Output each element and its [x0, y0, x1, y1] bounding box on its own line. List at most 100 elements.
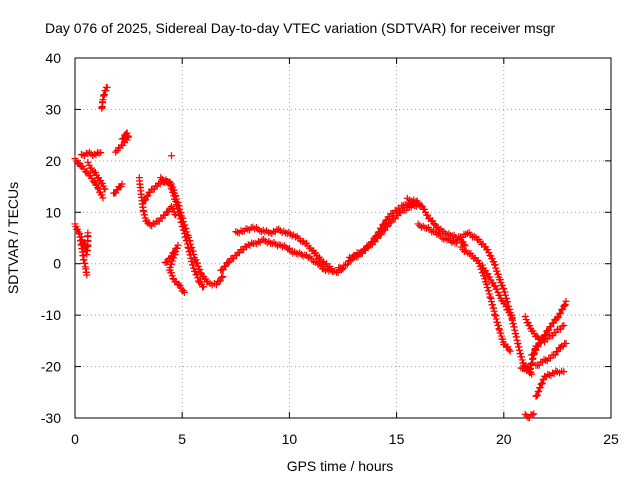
data-point	[557, 325, 565, 333]
data-point	[285, 246, 293, 254]
data-point	[494, 270, 502, 278]
data-point	[530, 350, 538, 358]
data-point	[460, 248, 468, 256]
data-point	[530, 410, 538, 418]
data-point	[549, 332, 557, 340]
data-point	[194, 262, 202, 270]
data-point	[175, 280, 183, 288]
data-point	[216, 277, 224, 285]
data-point	[443, 236, 451, 244]
data-point	[260, 235, 268, 243]
y-tick-label: -30	[41, 410, 61, 426]
data-point	[169, 254, 177, 262]
data-point	[493, 285, 501, 293]
data-point	[417, 201, 425, 209]
data-point	[219, 273, 227, 281]
data-point	[167, 260, 175, 268]
data-point	[213, 281, 221, 289]
data-point	[554, 347, 562, 355]
data-point	[83, 168, 91, 176]
y-tick-label: 30	[45, 101, 61, 117]
data-point	[463, 229, 471, 237]
data-point	[172, 244, 180, 252]
grid-lines	[75, 58, 611, 418]
data-point	[387, 219, 395, 227]
data-point	[170, 192, 178, 200]
data-points	[71, 83, 570, 422]
data-point	[224, 259, 232, 267]
data-point	[535, 361, 543, 369]
x-axis-label: GPS time / hours	[287, 458, 394, 474]
data-point	[423, 224, 431, 232]
data-point	[328, 267, 336, 275]
data-point	[251, 239, 259, 247]
data-point	[560, 368, 568, 376]
data-point	[505, 346, 513, 354]
data-point	[461, 242, 469, 250]
y-tick-label: 10	[45, 204, 61, 220]
data-point	[518, 353, 526, 361]
data-point	[534, 343, 542, 351]
y-tick-label: 40	[45, 50, 61, 66]
data-point	[191, 267, 199, 275]
data-point	[192, 256, 200, 264]
series-track-g	[110, 180, 126, 197]
data-point	[491, 261, 499, 269]
data-point	[405, 203, 413, 211]
data-point	[291, 233, 299, 241]
data-point	[196, 266, 204, 274]
data-point	[493, 267, 501, 275]
data-point	[296, 249, 304, 257]
series-track-l	[167, 152, 175, 160]
data-point	[499, 335, 507, 343]
series-track-r	[345, 201, 422, 263]
series-track-n	[217, 235, 293, 274]
data-point	[197, 269, 205, 277]
data-point	[497, 332, 505, 340]
data-point	[252, 224, 260, 232]
series-track-i	[135, 174, 180, 230]
data-point	[97, 149, 105, 157]
data-point	[168, 257, 176, 265]
series-track-aa	[532, 367, 568, 400]
data-point	[84, 158, 92, 166]
data-point	[232, 228, 240, 236]
data-point	[103, 83, 111, 91]
data-point	[124, 132, 132, 140]
data-point	[88, 164, 96, 172]
data-point	[562, 297, 570, 305]
data-point	[551, 351, 559, 359]
data-point	[453, 239, 461, 247]
data-point	[219, 266, 227, 274]
series-track-w	[478, 261, 516, 322]
series-track-p	[285, 246, 336, 275]
data-point	[200, 283, 208, 291]
data-point	[244, 241, 252, 249]
data-point	[429, 227, 437, 235]
data-point	[342, 261, 350, 269]
data-point	[266, 229, 274, 237]
data-point	[102, 87, 110, 95]
chart-title: Day 076 of 2025, Sidereal Day-to-day VTE…	[45, 20, 555, 36]
data-point	[113, 147, 121, 155]
data-point	[161, 211, 169, 219]
data-point	[526, 322, 534, 330]
series-track-c	[84, 158, 109, 193]
data-point	[561, 301, 569, 309]
data-point	[562, 339, 570, 347]
y-tick-label: 20	[45, 153, 61, 169]
y-tick-label: 0	[53, 256, 61, 272]
plot-frame	[74, 57, 612, 419]
data-point	[142, 196, 150, 204]
data-point	[84, 229, 92, 237]
x-tick-label: 10	[282, 431, 298, 447]
data-point	[299, 252, 307, 260]
data-point	[193, 259, 201, 267]
data-point	[244, 225, 252, 233]
x-tick-label: 0	[71, 431, 79, 447]
data-point	[242, 225, 250, 233]
data-point	[345, 253, 353, 261]
data-point	[89, 152, 97, 159]
y-axis-label: SDTVAR / TECUs	[5, 182, 21, 294]
